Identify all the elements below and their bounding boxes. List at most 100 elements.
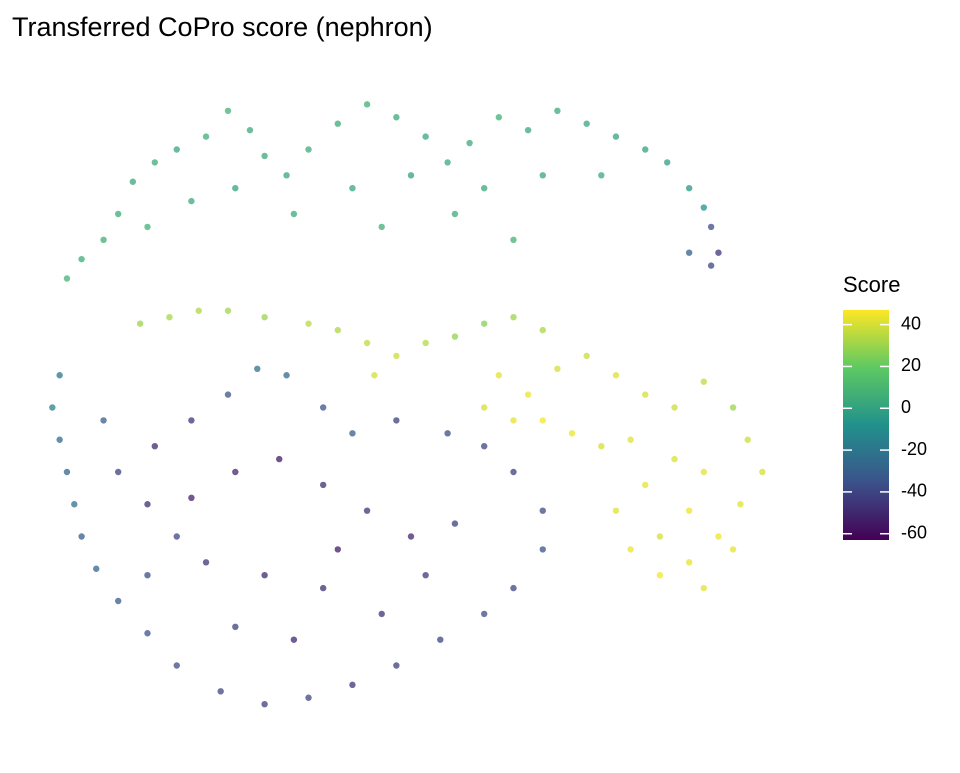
point xyxy=(642,146,649,153)
point xyxy=(451,520,459,527)
point xyxy=(700,204,707,211)
point xyxy=(568,430,576,437)
point xyxy=(393,417,400,424)
point xyxy=(232,623,239,630)
point xyxy=(481,443,488,450)
point xyxy=(173,146,180,153)
point xyxy=(539,507,546,514)
point xyxy=(481,320,488,327)
point xyxy=(319,404,327,411)
point xyxy=(188,417,195,424)
chart-title: Transferred CoPro score (nephron) xyxy=(12,12,433,42)
point xyxy=(422,572,429,579)
point xyxy=(78,255,85,263)
colorbar xyxy=(843,310,889,540)
point xyxy=(510,417,517,424)
point xyxy=(224,107,232,115)
point xyxy=(539,326,546,334)
point xyxy=(151,443,158,450)
point xyxy=(495,114,503,121)
point xyxy=(642,481,649,489)
point xyxy=(481,185,488,192)
point xyxy=(598,172,605,179)
point xyxy=(224,391,232,398)
point xyxy=(664,159,671,166)
point xyxy=(685,559,693,566)
point xyxy=(656,533,664,540)
point xyxy=(100,236,107,243)
point xyxy=(444,159,451,166)
point xyxy=(261,152,268,160)
point xyxy=(554,365,561,372)
point xyxy=(539,417,546,424)
point xyxy=(195,307,202,314)
point xyxy=(232,468,239,476)
point xyxy=(407,533,415,540)
point xyxy=(371,372,378,379)
point xyxy=(437,636,444,643)
point xyxy=(363,339,371,347)
point xyxy=(144,501,151,508)
point xyxy=(115,210,122,218)
point xyxy=(524,126,532,134)
point xyxy=(305,146,312,153)
point xyxy=(290,636,298,643)
colorbar-label: 20 xyxy=(901,355,921,375)
point xyxy=(305,694,312,701)
point xyxy=(466,139,473,147)
point xyxy=(393,352,400,360)
point xyxy=(188,494,195,501)
point xyxy=(444,430,451,437)
point xyxy=(56,372,63,379)
point xyxy=(737,501,744,508)
point xyxy=(451,210,459,218)
point xyxy=(136,320,144,327)
point xyxy=(334,326,341,334)
point xyxy=(349,430,356,437)
point xyxy=(554,107,561,115)
point xyxy=(451,333,459,340)
point xyxy=(510,584,517,592)
point xyxy=(246,126,254,134)
point xyxy=(173,662,180,669)
point xyxy=(93,565,100,572)
point xyxy=(481,404,488,411)
point xyxy=(407,172,415,179)
point xyxy=(173,533,180,540)
point xyxy=(627,546,634,553)
point xyxy=(671,404,678,411)
point xyxy=(700,584,707,592)
point xyxy=(700,468,707,476)
point xyxy=(700,378,707,385)
point xyxy=(510,468,517,476)
points xyxy=(49,101,766,708)
point xyxy=(63,468,71,476)
point xyxy=(334,120,341,127)
point xyxy=(188,197,195,205)
colorbar-label: -60 xyxy=(901,522,927,542)
colorbar-label: 0 xyxy=(901,397,911,417)
point xyxy=(144,630,151,637)
point xyxy=(612,507,620,514)
colorbar-label: 40 xyxy=(901,313,921,333)
point xyxy=(612,372,620,379)
point xyxy=(378,610,385,618)
point xyxy=(671,455,678,463)
point xyxy=(378,223,385,231)
point xyxy=(78,533,85,540)
point xyxy=(393,114,400,121)
point xyxy=(707,223,715,231)
point xyxy=(115,468,122,476)
point xyxy=(685,185,693,192)
point xyxy=(685,507,693,514)
colorbar-label: -40 xyxy=(901,481,927,501)
point xyxy=(334,546,341,553)
point xyxy=(707,262,715,269)
point xyxy=(202,559,210,566)
point xyxy=(715,249,722,256)
point xyxy=(422,339,429,347)
point xyxy=(305,320,312,327)
point xyxy=(129,178,137,185)
point xyxy=(232,185,239,192)
